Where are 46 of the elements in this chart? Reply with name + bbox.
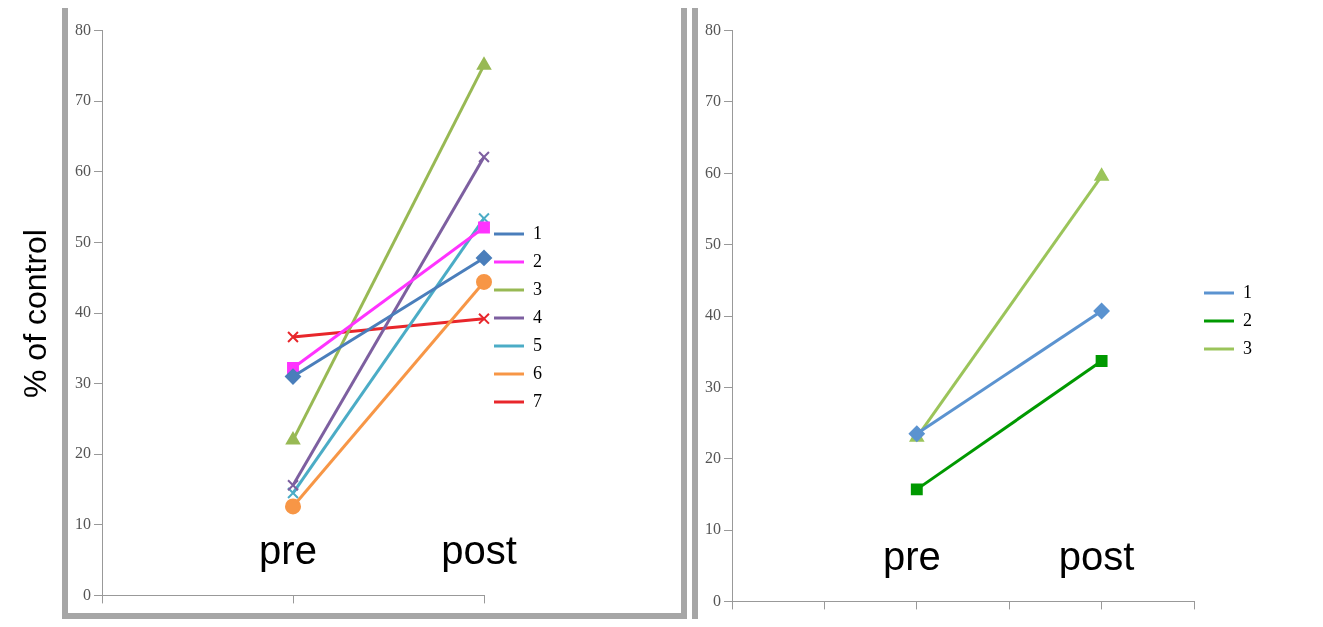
x-tick-label: post	[441, 528, 517, 573]
y-tick-label: 10	[75, 515, 91, 532]
point	[285, 498, 301, 515]
point	[287, 479, 299, 492]
y-tick-label: 20	[705, 448, 721, 466]
legend-label: 3	[533, 278, 542, 299]
x-tick-label: pre	[259, 528, 317, 573]
x-tick-label: pre	[882, 534, 941, 579]
y-tick-label: 50	[705, 234, 721, 252]
point	[1095, 355, 1108, 367]
y-tick-label: 60	[705, 163, 721, 181]
point	[285, 368, 301, 385]
legend-label: 3	[1243, 337, 1252, 358]
y-axis-title: % of control	[16, 229, 54, 398]
y-tick-label: 0	[83, 585, 91, 603]
legend-label: 1	[1243, 281, 1252, 302]
y-tick-label: 70	[705, 92, 721, 110]
y-tick-label: 70	[75, 91, 91, 109]
legend-label: 7	[533, 390, 542, 411]
y-tick-label: 30	[705, 377, 721, 395]
point	[476, 273, 492, 290]
y-tick-label: 10	[705, 520, 721, 538]
legend-label: 1	[533, 222, 542, 243]
legend-label: 4	[533, 306, 542, 327]
point	[287, 331, 299, 343]
legend-label: 5	[533, 334, 542, 355]
point	[287, 487, 299, 499]
legend-label: 6	[533, 362, 542, 383]
y-tick-label: 30	[75, 373, 91, 391]
y-tick-label: 80	[705, 20, 721, 38]
point	[910, 483, 923, 496]
point	[476, 249, 492, 266]
legend-label: 2	[1243, 309, 1252, 330]
y-tick-label: 50	[75, 232, 91, 250]
y-tick-label: 40	[75, 303, 91, 321]
point	[478, 221, 490, 234]
point	[478, 312, 490, 325]
y-tick-label: 0	[713, 591, 721, 609]
point	[478, 151, 490, 163]
point	[1093, 303, 1110, 320]
y-tick-label: 60	[75, 162, 91, 179]
legend-label: 2	[533, 250, 542, 271]
y-tick-label: 80	[75, 20, 91, 38]
y-tick-label: 20	[75, 444, 91, 462]
x-tick-label: post	[1058, 534, 1135, 579]
y-tick-label: 40	[705, 306, 721, 324]
